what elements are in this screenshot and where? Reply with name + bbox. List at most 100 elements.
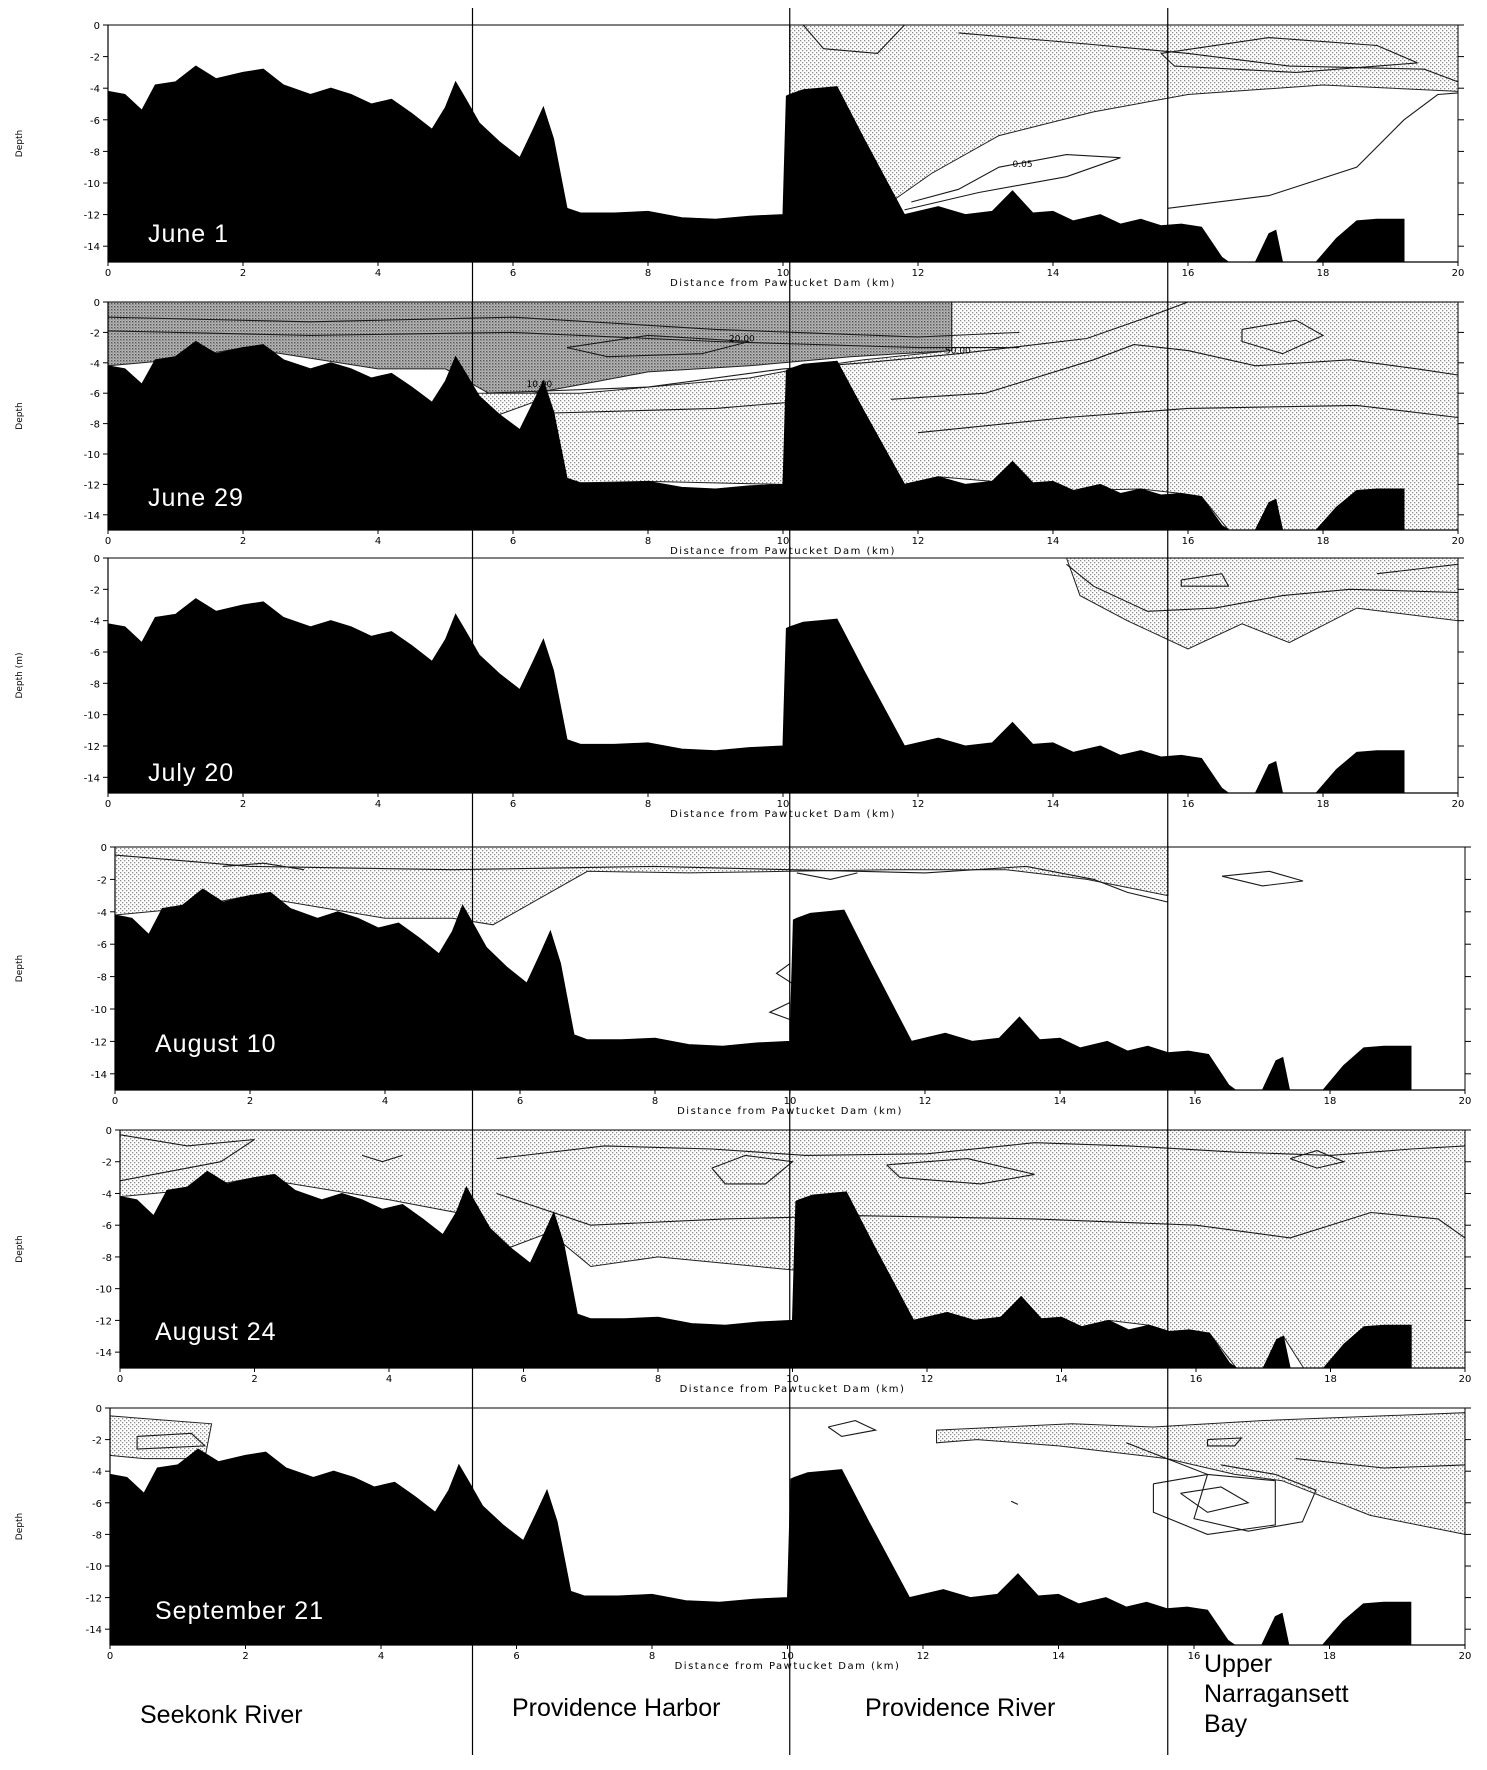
x-tick-label: 12	[919, 1096, 932, 1107]
x-tick-label: 12	[912, 536, 925, 547]
x-tick-label: 2	[242, 1651, 248, 1662]
x-tick-label: 8	[645, 536, 651, 547]
contour-label-3: 10.00	[527, 380, 553, 390]
y-tick-label: 0	[94, 21, 100, 32]
x-tick-label: 8	[655, 1374, 661, 1385]
x-tick-label: 2	[240, 799, 246, 810]
y-axis-title: Depth (m)	[15, 652, 25, 698]
contour-line-1	[136, 1432, 207, 1450]
contour-line-8	[1241, 319, 1325, 355]
region-label-bay: Upper Narragansett Bay	[1204, 1650, 1349, 1738]
x-tick-label: 6	[513, 1651, 519, 1662]
y-tick-label: 0	[101, 843, 107, 854]
panel-date-label: July 20	[148, 759, 234, 787]
contour-line-3	[1376, 563, 1459, 575]
contour-line-3	[566, 334, 750, 358]
y-tick-label: 0	[106, 1126, 112, 1137]
contour-line-2	[107, 330, 1020, 349]
x-tick-label: 4	[375, 268, 381, 279]
x-tick-label: 20	[1452, 799, 1465, 810]
x-tick-label: 12	[921, 1374, 934, 1385]
contour-line-5	[1180, 1486, 1250, 1513]
contour-line-1	[107, 316, 1020, 338]
x-tick-label: 6	[510, 799, 516, 810]
panel-date-label: June 29	[148, 484, 244, 512]
y-tick-label: -14	[84, 242, 100, 253]
contour-line-5	[886, 1158, 1035, 1185]
y-axis-title: Depth	[15, 402, 25, 429]
x-tick-label: 0	[105, 799, 111, 810]
contour-label-1: 20.00	[729, 335, 755, 345]
y-tick-label: -4	[90, 84, 100, 95]
x-tick-label: 14	[1047, 536, 1060, 547]
x-axis-title: Distance from Pawtucket Dam (km)	[675, 1661, 901, 1672]
x-tick-label: 10	[781, 1651, 794, 1662]
contour-line-5	[1167, 92, 1459, 209]
contour-line-2	[827, 1420, 878, 1437]
x-axis-title: Distance from Pawtucket Dam (km)	[670, 278, 896, 289]
panel-date-label: August 10	[155, 1030, 277, 1058]
x-tick-label: 8	[645, 799, 651, 810]
x-tick-label: 4	[382, 1096, 388, 1107]
panel-4: 0-2-4-6-8-10-12-1402468101214161820Dista…	[15, 843, 1471, 1117]
contour-line-3	[496, 1192, 1466, 1239]
y-tick-label: -14	[96, 1348, 112, 1359]
y-tick-label: 0	[94, 298, 100, 309]
contour-line-7	[917, 404, 1459, 434]
y-tick-label: -14	[84, 511, 100, 522]
y-tick-label: -6	[102, 1221, 112, 1232]
x-tick-label: 0	[117, 1374, 123, 1385]
y-tick-label: -14	[84, 773, 100, 784]
y-tick-label: -12	[84, 480, 100, 491]
bathymetry-area	[119, 1170, 1412, 1369]
x-axis-title: Distance from Pawtucket Dam (km)	[680, 1384, 906, 1395]
bathymetry-area	[107, 65, 1405, 263]
x-tick-label: 6	[520, 1374, 526, 1385]
y-axis-title: Depth	[15, 1513, 25, 1540]
contour-line-1	[1066, 563, 1459, 612]
contour-line-2	[958, 32, 1459, 83]
y-tick-label: -14	[86, 1625, 102, 1636]
x-tick-label: 18	[1317, 536, 1330, 547]
y-axis-title: Depth	[15, 130, 25, 157]
y-tick-label: -6	[90, 648, 100, 659]
contour-line-8	[1010, 1500, 1019, 1505]
y-tick-label: 0	[94, 554, 100, 565]
x-tick-label: 16	[1190, 1374, 1203, 1385]
x-tick-label: 14	[1052, 1651, 1065, 1662]
x-tick-label: 14	[1047, 799, 1060, 810]
bathymetry-area	[114, 888, 1412, 1091]
contour-line-3	[1160, 37, 1418, 73]
y-tick-label: -12	[91, 1037, 107, 1048]
x-tick-label: 2	[251, 1374, 257, 1385]
contour-line-6	[1206, 1437, 1243, 1447]
x-tick-label: 12	[912, 268, 925, 279]
x-tick-label: 16	[1189, 1096, 1202, 1107]
x-tick-label: 16	[1182, 799, 1195, 810]
contour-line-4	[485, 301, 1189, 394]
contour-label-2: 50.00	[945, 347, 971, 357]
y-tick-label: -6	[90, 116, 100, 127]
x-tick-label: 4	[375, 799, 381, 810]
y-tick-label: -10	[84, 450, 100, 461]
x-tick-label: 6	[517, 1096, 523, 1107]
contour-line-5	[768, 1002, 797, 1023]
y-tick-label: -8	[90, 420, 100, 431]
x-axis-title: Distance from Pawtucket Dam (km)	[670, 809, 896, 820]
y-tick-label: -12	[96, 1316, 112, 1327]
contour-line-2	[496, 1142, 1466, 1160]
contour-line-3	[796, 872, 858, 880]
contour-line-7	[1295, 1458, 1466, 1469]
x-tick-label: 2	[240, 536, 246, 547]
x-tick-label: 10	[777, 536, 790, 547]
panels-group: 0.050-2-4-6-8-10-12-140 2 4 6 8 10 12 14 16 18 20D…	[15, 21, 1471, 1672]
x-tick-label: 18	[1317, 268, 1330, 279]
x-tick-label: 8	[645, 268, 651, 279]
x-tick-label: 14	[1054, 1096, 1067, 1107]
y-tick-label: -4	[92, 1467, 102, 1478]
x-tick-label: 8	[649, 1651, 655, 1662]
y-tick-label: -6	[97, 940, 107, 951]
x-tick-label: 20	[1459, 1374, 1472, 1385]
y-tick-label: -10	[86, 1562, 102, 1573]
y-tick-label: -2	[90, 585, 100, 596]
